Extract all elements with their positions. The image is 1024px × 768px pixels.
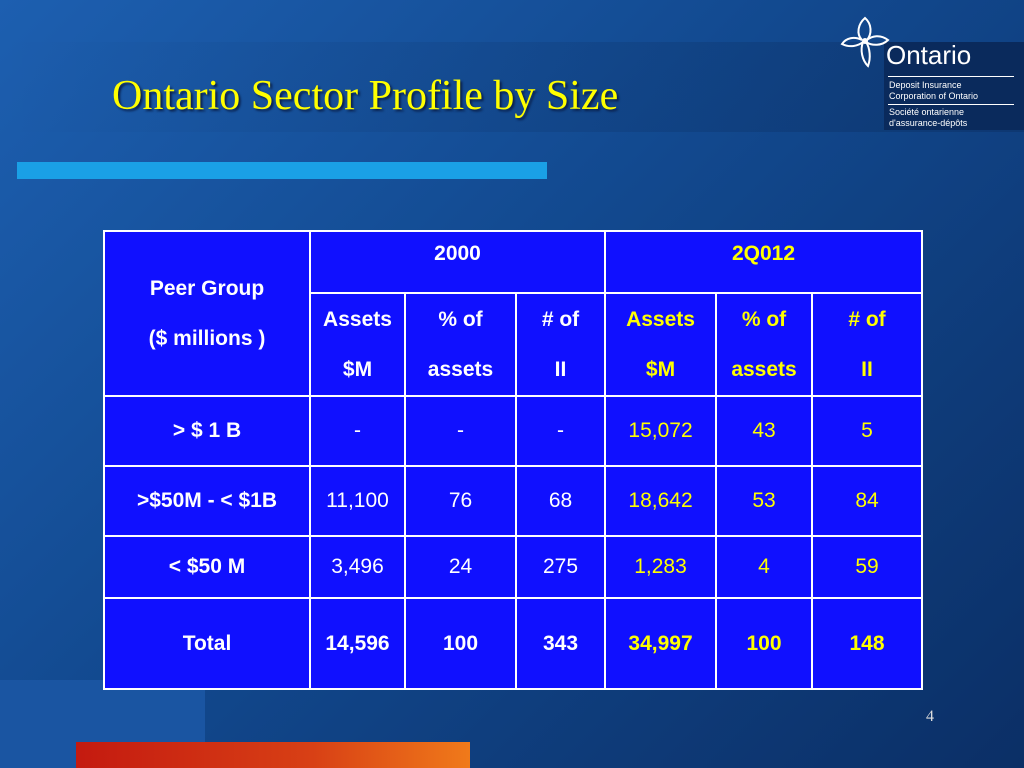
row-label: > $ 1 B <box>103 395 311 467</box>
logo-background <box>884 42 1024 130</box>
cell-assets-2q012: 15,072 <box>604 395 718 467</box>
subheader-line: assets <box>731 357 797 381</box>
logo-english-line-1: Deposit Insurance <box>889 80 962 90</box>
cell-pct-2q012: 43 <box>715 395 814 467</box>
subheader-line: Assets <box>626 307 695 331</box>
cell-pct-2000: 100 <box>404 597 517 690</box>
peer-group-units: ($ millions ) <box>148 326 266 350</box>
peer-group-label: Peer Group <box>149 276 265 300</box>
title-underline-bar <box>17 162 547 179</box>
subheader-line: II <box>554 357 567 381</box>
subheader-line: % of <box>438 307 483 331</box>
cell-count-2000: 275 <box>514 535 607 599</box>
sector-profile-table: Peer Group ($ millions ) 2000 2Q012 Asse… <box>103 230 924 690</box>
cell-assets-2q012: 18,642 <box>604 465 718 537</box>
subheader-line: # of <box>848 307 886 331</box>
slide-title: Ontario Sector Profile by Size <box>112 73 619 119</box>
logo-english-line-2: Corporation of Ontario <box>889 91 979 101</box>
subheader-assets-2000: Assets $M <box>309 292 406 397</box>
subheader-assets-2q012: Assets $M <box>604 292 718 397</box>
row-label: Total <box>103 597 311 690</box>
subheader-line: $M <box>645 357 676 381</box>
subheader-pct-2000: % of assets <box>404 292 517 397</box>
cell-pct-2q012: 100 <box>715 597 814 690</box>
cell-count-2q012: 59 <box>811 535 924 599</box>
period-2q012-header: 2Q012 <box>604 230 924 294</box>
cell-assets-2q012: 34,997 <box>604 597 718 690</box>
bottom-accent-bar <box>76 742 470 768</box>
cell-pct-2000: 76 <box>404 465 517 537</box>
logo-wordmark: Ontario <box>886 40 972 70</box>
cell-count-2000: 343 <box>514 597 607 690</box>
cell-assets-2000: 3,496 <box>309 535 406 599</box>
cell-assets-2000: 11,100 <box>309 465 406 537</box>
period-2000-header: 2000 <box>308 230 607 294</box>
table-row: < $50 M 3,496 24 275 1,283 4 59 <box>103 535 924 599</box>
subheader-count-2000: # of II <box>514 292 607 397</box>
cell-count-2000: 68 <box>514 465 607 537</box>
subheader-line: II <box>861 357 873 381</box>
logo-divider-top <box>888 76 1014 77</box>
subheader-count-2q012: # of II <box>811 292 924 397</box>
subheader-line: # of <box>541 307 580 331</box>
cell-pct-2q012: 4 <box>715 535 814 599</box>
logo-french-line-2: d'assurance-dépôts <box>889 118 968 128</box>
cell-assets-2000: - <box>309 395 406 467</box>
cell-count-2q012: 5 <box>811 395 924 467</box>
cell-count-2q012: 84 <box>811 465 924 537</box>
cell-pct-2000: - <box>404 395 517 467</box>
row-label: < $50 M <box>103 535 311 599</box>
subheader-pct-2q012: % of assets <box>715 292 814 397</box>
trillium-logo-icon <box>840 16 890 68</box>
cell-pct-2000: 24 <box>404 535 517 599</box>
table-row: >$50M - < $1B 11,100 76 68 18,642 53 84 <box>103 465 924 537</box>
cell-count-2q012: 148 <box>811 597 924 690</box>
cell-pct-2q012: 53 <box>715 465 814 537</box>
subheader-line: assets <box>427 357 494 381</box>
cell-assets-2q012: 1,283 <box>604 535 718 599</box>
cell-count-2000: - <box>514 395 607 467</box>
table-row: > $ 1 B - - - 15,072 43 5 <box>103 395 924 467</box>
cell-assets-2000: 14,596 <box>309 597 406 690</box>
subheader-line: % of <box>741 307 787 331</box>
table-row-total: Total 14,596 100 343 34,997 100 148 <box>103 597 924 690</box>
peer-group-header: Peer Group ($ millions ) <box>103 230 311 397</box>
slide-number: 4 <box>926 708 934 725</box>
header-band <box>0 42 1024 132</box>
subheader-line: Assets <box>323 307 392 331</box>
logo-divider-bottom <box>888 104 1014 105</box>
logo-french-line-1: Société ontarienne <box>889 107 965 117</box>
row-label: >$50M - < $1B <box>103 465 311 537</box>
subheader-line: $M <box>342 357 373 381</box>
